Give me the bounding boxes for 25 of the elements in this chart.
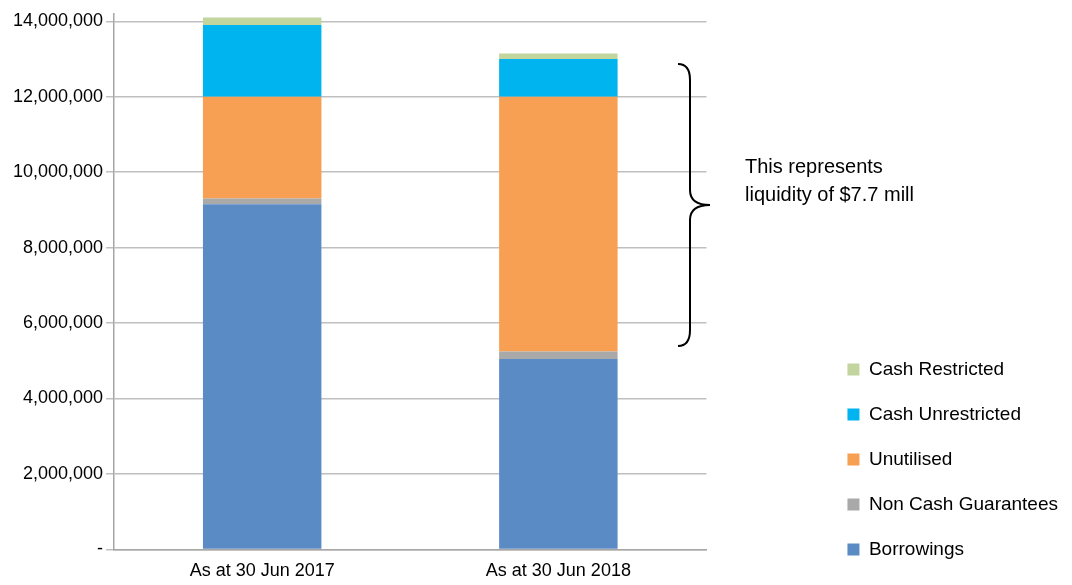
bar bbox=[499, 351, 618, 359]
bar bbox=[202, 25, 322, 97]
y-tick-label: 12,000,000 bbox=[12, 85, 104, 106]
bar bbox=[499, 59, 618, 97]
text: This represents liquidity of $7.7 mill bbox=[745, 154, 915, 207]
y-tick-label: 6,000,000 bbox=[23, 312, 104, 333]
bar bbox=[499, 96, 618, 352]
bar bbox=[202, 17, 322, 26]
legend-label: Cash Restricted bbox=[868, 357, 1005, 379]
y-tick-label: - bbox=[97, 538, 104, 559]
bar bbox=[202, 96, 322, 199]
y-tick-label: 10,000,000 bbox=[12, 161, 104, 182]
bar bbox=[202, 204, 322, 549]
y-tick-label: 8,000,000 bbox=[23, 236, 104, 257]
y-tick-label: 2,000,000 bbox=[23, 462, 104, 483]
legend-label: Cash Unrestricted bbox=[868, 402, 1022, 424]
x-tick-label: As at 30 Jun 2018 bbox=[485, 560, 631, 581]
legend-label: Non Cash Guarantees bbox=[868, 492, 1059, 514]
legend-label: Unutilised bbox=[868, 447, 953, 469]
legend-label: Borrowings bbox=[868, 537, 964, 559]
bar bbox=[499, 53, 618, 60]
x-tick-label: As at 30 Jun 2017 bbox=[189, 560, 335, 581]
y-tick-label: 14,000,000 bbox=[12, 10, 104, 31]
bar bbox=[499, 358, 618, 549]
y-tick-label: 4,000,000 bbox=[23, 387, 104, 408]
